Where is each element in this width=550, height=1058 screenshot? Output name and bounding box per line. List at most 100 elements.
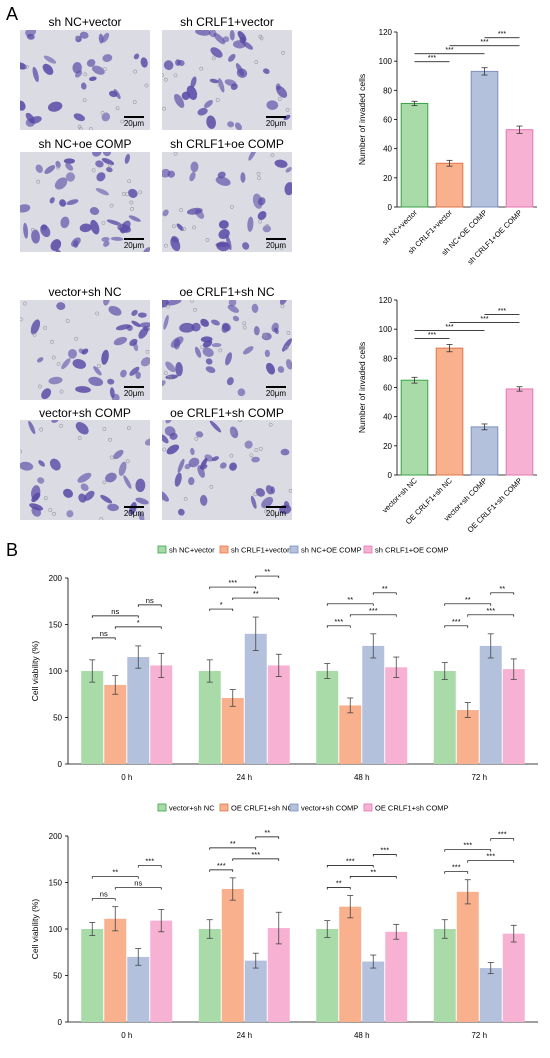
stained-cell [96,172,106,182]
stained-cell [165,420,172,424]
micrograph-texture [162,420,292,516]
stained-cell [257,211,267,221]
stained-cell [229,30,235,41]
stained-cell [247,216,254,232]
stained-cell [101,349,109,365]
micrograph-texture [162,152,292,252]
stained-cell [219,462,227,469]
membrane-pore [257,176,261,181]
significance-label: ** [370,868,376,877]
membrane-pore [120,119,125,124]
membrane-pore [39,427,44,432]
stained-cell [110,236,124,241]
stained-cell [86,59,96,67]
y-tick-label: 100 [49,667,63,676]
stained-cell [20,204,31,213]
stained-cell [209,78,219,84]
stained-cell [80,82,87,90]
membrane-pore [107,163,112,168]
x-tick-label: 48 h [354,773,370,782]
bar [470,70,499,208]
membrane-pore [229,204,234,209]
stained-cell [140,357,150,367]
membrane-pore [254,60,259,64]
membrane-pore [82,98,87,103]
stained-cell [133,53,140,60]
stained-cell [91,65,105,75]
significance-bracket [490,838,515,841]
stained-cell [222,36,230,43]
stained-cell [138,327,149,339]
membrane-pore [132,100,137,105]
membrane-pore [118,223,123,228]
stained-cell [179,322,195,333]
stained-cell [79,223,92,233]
y-tick-label: 150 [49,879,63,888]
stained-cell [131,309,138,316]
significance-bracket [490,592,515,595]
membrane-pore [24,65,29,69]
significance-label: *** [498,308,506,315]
legend-swatch [363,803,373,812]
significance-bracket [137,865,162,868]
stained-cell [23,222,29,239]
membrane-pore [115,106,120,111]
stained-cell [84,490,95,501]
stained-cell [266,100,279,110]
bar [479,645,502,764]
membrane-pore [138,190,143,195]
stained-cell [127,188,138,198]
stained-cell [199,457,208,470]
membrane-pore [65,319,70,323]
micrograph-caption: sh NC+oe COMP [38,137,132,151]
membrane-pore [125,192,129,197]
stained-cell [162,209,169,217]
y-axis-label: Cell viability (%) [30,641,40,702]
membrane-pore [38,384,42,389]
x-tick-label: 24 h [236,1031,252,1040]
significance-label: *** [428,332,436,339]
y-tick-label: 0 [58,1018,63,1027]
stained-cell [47,101,63,112]
y-tick-label: 120 [379,28,393,37]
significance-label: *** [463,841,472,850]
stained-cell [107,378,115,385]
stained-cell [105,472,117,483]
significance-label: *** [445,47,453,54]
membrane-pore [279,245,284,250]
y-tick-label: 100 [379,57,393,66]
y-tick-label: 40 [383,145,392,154]
bar [198,671,221,764]
scale-bar-label: 20μm [265,389,286,398]
stained-cell [41,388,52,400]
stained-cell [227,121,235,128]
bar [339,906,362,1022]
membrane-pore [205,238,210,242]
stained-cell [90,219,100,235]
stained-cell [177,458,185,473]
stained-cell [248,152,257,161]
stained-cell [55,249,61,252]
stained-cell [242,242,250,250]
membrane-pore [286,330,291,335]
membrane-pore [249,453,254,458]
stained-cell [37,357,44,363]
significance-bracket [91,876,139,879]
membrane-pore [200,345,205,350]
stained-cell [188,457,200,468]
micrograph-caption: oe CRLF1+sh COMP [170,406,284,420]
y-tick-label: 20 [383,174,392,183]
significance-label: ** [465,595,471,604]
membrane-pore [51,355,56,360]
legend-label: sh CRLF1+OE COMP [375,546,449,555]
membrane-pore [99,517,104,520]
membrane-pore [52,512,56,516]
stained-cell [190,447,195,456]
membrane-pore [253,492,258,497]
stained-cell [169,432,178,440]
membrane-pore [102,67,107,72]
significance-label: ** [112,868,118,877]
stained-cell [75,386,91,393]
stained-cell [236,68,248,78]
bar [81,671,104,764]
